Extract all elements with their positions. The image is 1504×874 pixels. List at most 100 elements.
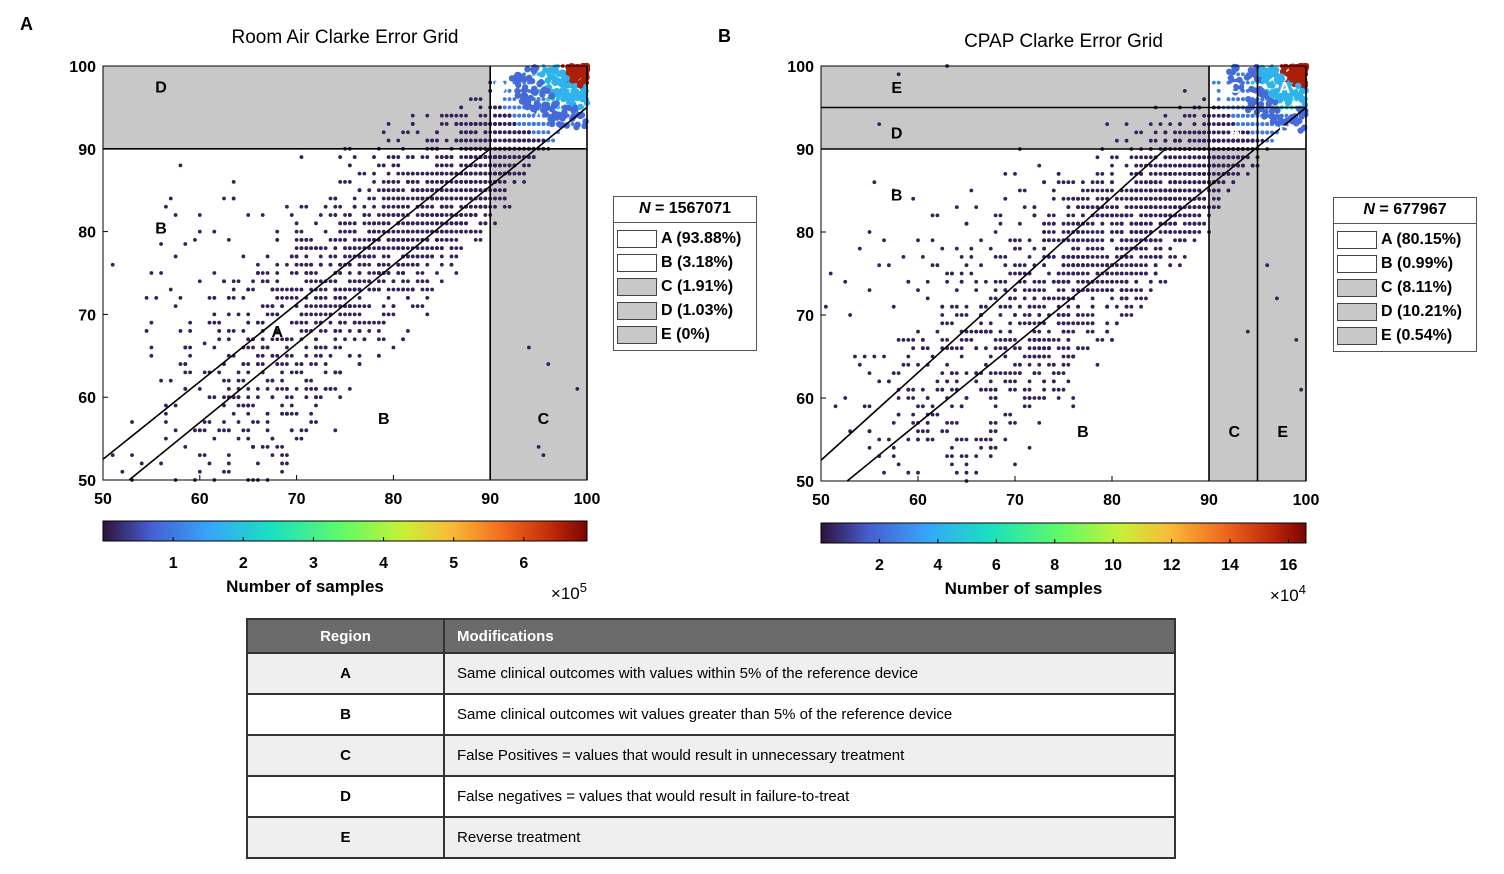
data-point — [1090, 329, 1095, 334]
data-point — [415, 130, 420, 135]
data-point — [159, 461, 163, 466]
data-point — [998, 221, 1003, 226]
data-point — [552, 64, 559, 71]
data-point — [425, 254, 430, 259]
data-point — [1114, 255, 1119, 259]
data-point — [522, 171, 526, 176]
data-point — [1124, 205, 1129, 210]
data-point — [1032, 354, 1037, 359]
data-point — [168, 378, 173, 383]
data-point — [415, 254, 420, 259]
data-point — [1119, 246, 1124, 251]
data-point — [1090, 288, 1095, 292]
data-point — [357, 262, 362, 267]
data-point — [1090, 263, 1095, 268]
data-point — [1095, 246, 1100, 251]
data-point — [347, 353, 352, 358]
data-point — [285, 453, 289, 458]
data-point — [212, 229, 217, 234]
data-point — [285, 362, 289, 366]
data-point — [1071, 329, 1076, 334]
data-point — [246, 362, 251, 366]
data-point — [1013, 387, 1017, 392]
data-point — [1090, 313, 1095, 317]
data-point — [265, 312, 270, 317]
data-point — [396, 213, 401, 217]
data-point — [473, 229, 478, 234]
data-point — [478, 188, 483, 193]
data-point — [1008, 379, 1013, 384]
data-point — [309, 279, 314, 284]
data-point — [304, 204, 309, 209]
data-point — [916, 404, 920, 409]
data-point — [280, 295, 284, 300]
data-point — [478, 105, 483, 110]
data-point — [906, 354, 911, 359]
data-point — [1071, 354, 1076, 359]
data-point — [1017, 246, 1022, 251]
data-point — [251, 345, 255, 350]
data-point — [542, 111, 550, 118]
data-point — [570, 122, 575, 126]
data-point — [1056, 387, 1061, 392]
data-point — [376, 213, 381, 217]
data-point — [1051, 296, 1056, 301]
data-point — [280, 444, 284, 449]
data-point — [410, 122, 415, 126]
data-point — [255, 461, 260, 466]
data-point — [519, 92, 526, 100]
data-point — [1008, 271, 1013, 276]
data-point — [954, 371, 959, 375]
data-point — [1182, 163, 1187, 168]
data-point — [372, 155, 376, 159]
data-point — [1178, 138, 1182, 143]
data-point — [512, 97, 517, 102]
data-point — [164, 420, 168, 424]
data-point — [439, 196, 444, 201]
colorbar-tick-label: 5 — [449, 555, 458, 572]
data-point — [1095, 180, 1100, 185]
data-point — [299, 229, 304, 234]
data-point — [299, 329, 304, 333]
data-point — [222, 378, 226, 383]
data-point — [285, 204, 289, 209]
data-point — [1032, 321, 1037, 326]
data-point — [347, 279, 352, 284]
data-point — [1211, 80, 1216, 85]
data-point — [1017, 188, 1022, 193]
data-point — [483, 204, 488, 209]
data-point — [318, 287, 323, 292]
data-point — [478, 221, 483, 226]
data-point — [338, 345, 343, 350]
data-point — [406, 329, 410, 333]
data-point — [164, 403, 168, 408]
data-point — [439, 229, 444, 234]
data-point — [483, 130, 488, 135]
data-point — [1105, 122, 1110, 126]
data-point — [1095, 230, 1100, 234]
data-point — [1061, 362, 1066, 367]
data-point — [1216, 205, 1221, 210]
data-point — [314, 320, 318, 325]
data-point — [318, 213, 323, 217]
data-point — [1221, 122, 1226, 126]
data-point — [920, 346, 925, 351]
data-point — [979, 445, 983, 450]
data-point — [367, 304, 372, 309]
data-point — [525, 74, 533, 82]
data-point — [964, 396, 969, 400]
data-point — [473, 130, 478, 135]
data-point — [993, 255, 998, 259]
data-point — [376, 221, 381, 226]
data-point — [1037, 163, 1042, 168]
data-point — [556, 97, 560, 102]
data-point — [435, 213, 439, 217]
data-point — [1047, 296, 1051, 301]
data-point — [1187, 188, 1192, 193]
data-point — [1173, 238, 1177, 243]
data-point — [954, 304, 959, 309]
data-point — [1158, 238, 1163, 243]
data-point — [571, 82, 579, 90]
data-point — [1129, 255, 1134, 259]
